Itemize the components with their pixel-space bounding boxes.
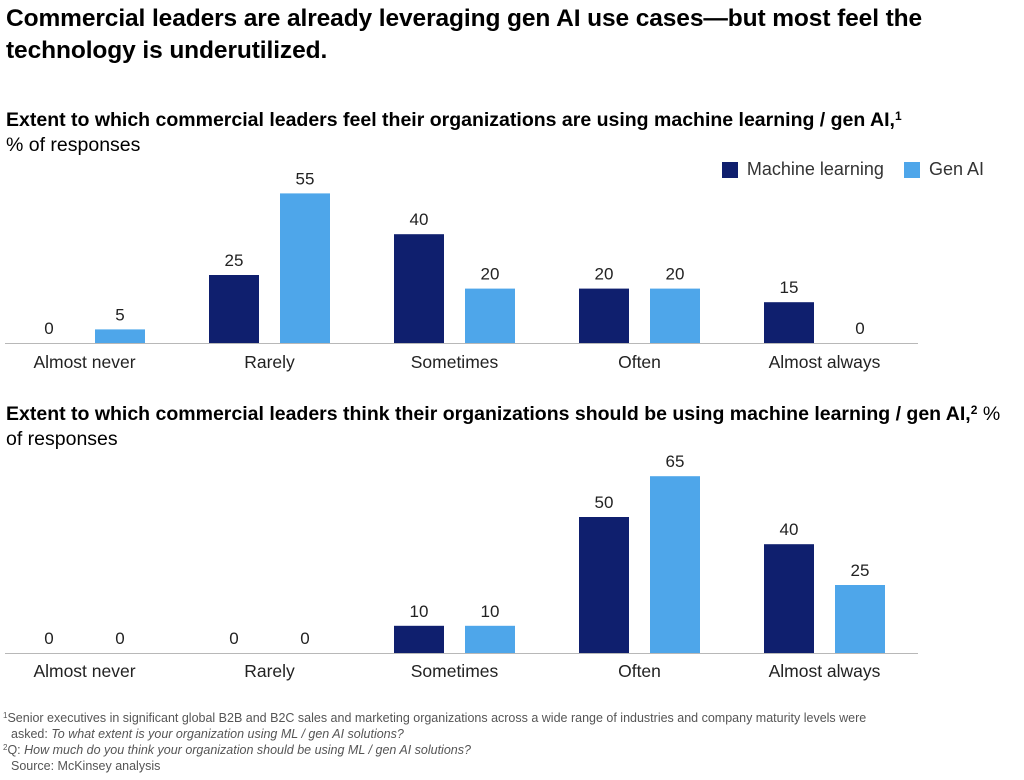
chart2-category-label-sometimes: Sometimes	[411, 661, 499, 681]
chart1-category-label-almost-always: Almost always	[769, 352, 881, 372]
chart1-plot: 0 5 Almost never 25 55 Rarely 40 20 Sometimes 20 2…	[5, 169, 918, 372]
chart2-data-label-gen-ai-sometimes: 10	[481, 602, 500, 621]
footnote-1-asked: asked:	[11, 727, 52, 741]
chart2-category-label-almost-never: Almost never	[33, 661, 135, 681]
chart2-bar-machine-learning-sometimes	[394, 625, 444, 653]
footnote-1-question-line: asked: To what extent is your organizati…	[3, 726, 1018, 742]
source-note: Source: McKinsey analysis	[11, 759, 161, 773]
chart1-data-label-machine-learning-rarely: 25	[225, 251, 244, 270]
chart1-bar-gen-ai-rarely	[280, 193, 330, 343]
chart1-data-label-gen-ai-often: 20	[666, 265, 685, 284]
chart2-category-label-often: Often	[618, 661, 661, 681]
chart2-plot: 0 0 Almost never 0 0 Rarely 10 10 Sometimes 50 65 O…	[5, 452, 918, 681]
chart1-bar-gen-ai-almost-never	[95, 329, 145, 343]
chart1-unit: % of responses	[6, 134, 141, 156]
chart1-data-label-gen-ai-sometimes: 20	[481, 265, 500, 284]
chart2-data-label-gen-ai-often: 65	[666, 452, 685, 471]
footnote-2: 2Q: How much do you think your organizat…	[3, 742, 1018, 758]
chart1-subtitle-text: Extent to which commercial leaders feel …	[6, 109, 895, 131]
chart1-bar-gen-ai-sometimes	[465, 288, 515, 343]
chart2-footnote-ref: 2	[970, 403, 978, 417]
chart2-unit: % of responses	[6, 403, 1001, 450]
chart2-subtitle-text: Extent to which commercial leaders think…	[6, 403, 971, 425]
chart1-data-label-gen-ai-almost-never: 5	[115, 305, 124, 324]
chart1-bar-machine-learning-almost-always	[764, 302, 814, 343]
footnote-2-marker: 2	[3, 743, 8, 752]
legend-swatch-gen-ai	[903, 161, 920, 178]
chart2-data-label-machine-learning-rarely: 0	[229, 629, 238, 648]
chart1-subtitle: Extent to which commercial leaders feel …	[6, 108, 1006, 158]
footnotes: 1Senior executives in significant global…	[3, 710, 1018, 774]
footnote-1: 1Senior executives in significant global…	[3, 710, 1018, 726]
chart1-data-label-machine-learning-often: 20	[595, 265, 614, 284]
footnote-1-question: To what extent is your organization usin…	[51, 727, 404, 741]
chart1-bar-machine-learning-sometimes	[394, 234, 444, 343]
legend-item-machine-learning: Machine learning	[721, 159, 884, 180]
chart2-bar-machine-learning-almost-always	[764, 544, 814, 653]
chart1-bar-machine-learning-often	[579, 288, 629, 343]
legend-swatch-machine-learning	[721, 161, 738, 178]
chart2-bar-gen-ai-sometimes	[465, 625, 515, 653]
chart1-category-label-often: Often	[618, 352, 661, 372]
chart1-data-label-gen-ai-rarely: 55	[296, 169, 315, 188]
chart2-data-label-machine-learning-almost-never: 0	[44, 629, 53, 648]
chart1-data-label-machine-learning-almost-always: 15	[780, 278, 799, 297]
footnote-1-text: Senior executives in significant global …	[7, 711, 867, 725]
chart2-data-label-machine-learning-almost-always: 40	[780, 520, 799, 539]
chart1-category-label-rarely: Rarely	[244, 352, 295, 372]
chart2-data-label-machine-learning-sometimes: 10	[410, 602, 429, 621]
chart-title: Commercial leaders are already leveragin…	[6, 5, 923, 64]
chart2-data-label-gen-ai-almost-never: 0	[115, 629, 124, 648]
chart2-category-label-rarely: Rarely	[244, 661, 295, 681]
chart1-category-label-sometimes: Sometimes	[411, 352, 499, 372]
chart2-data-label-gen-ai-almost-always: 25	[851, 561, 870, 580]
legend-item-gen-ai: Gen AI	[903, 159, 984, 180]
chart2-bar-machine-learning-often	[579, 517, 629, 653]
footnote-2-q: Q:	[7, 743, 25, 757]
chart1-bar-machine-learning-rarely	[209, 275, 259, 343]
chart1-bar-gen-ai-often	[650, 288, 700, 343]
chart1-category-label-almost-never: Almost never	[33, 352, 135, 372]
chart1-data-label-machine-learning-sometimes: 40	[410, 210, 429, 229]
legend-label-gen-ai: Gen AI	[928, 159, 984, 179]
legend-label-machine-learning: Machine learning	[746, 159, 884, 179]
chart1-data-label-gen-ai-almost-always: 0	[855, 319, 864, 338]
chart2-category-label-almost-always: Almost always	[769, 661, 881, 681]
footnote-1-marker: 1	[3, 711, 8, 720]
footnote-2-question: How much do you think your organization …	[24, 743, 471, 757]
legend: Machine learning Gen AI	[702, 159, 984, 180]
chart1-data-label-machine-learning-almost-never: 0	[44, 319, 53, 338]
chart1-footnote-ref: 1	[894, 109, 902, 123]
chart2-bar-gen-ai-often	[650, 476, 700, 653]
chart2-bar-gen-ai-almost-always	[835, 585, 885, 653]
chart2-data-label-gen-ai-rarely: 0	[300, 629, 309, 648]
chart2-data-label-machine-learning-often: 50	[595, 493, 614, 512]
chart2-subtitle: Extent to which commercial leaders think…	[6, 402, 1006, 452]
